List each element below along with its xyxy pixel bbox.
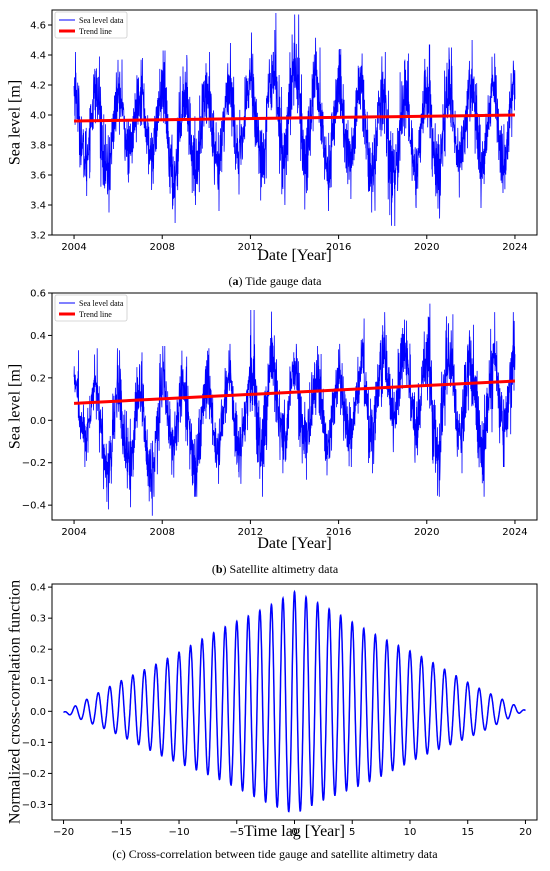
series-sea-level-data	[73, 303, 516, 516]
panel-caption: (b) Satellite altimetry data	[212, 562, 339, 576]
y-tick-label: −0.3	[22, 800, 46, 811]
x-tick-label: 2016	[326, 242, 351, 253]
y-tick-label: −0.1	[22, 738, 46, 749]
y-tick-label: 4.4	[30, 51, 46, 62]
x-tick-label: 10	[404, 827, 417, 838]
panel-caption: (c) Cross-correlation between tide gauge…	[112, 847, 438, 861]
y-tick-label: 0.0	[30, 416, 46, 427]
x-tick-label: 2012	[238, 242, 263, 253]
caption-letter-bold: a	[233, 274, 239, 288]
legend-label: Trend line	[79, 27, 112, 36]
plot-area	[73, 303, 516, 516]
x-tick-label: 2020	[414, 242, 439, 253]
x-tick-label: 2024	[502, 527, 527, 538]
y-axis-label: Normalized cross-correlation function	[7, 580, 24, 824]
legend: Sea level data Trend line	[54, 294, 128, 322]
y-tick-label: 4.0	[30, 111, 46, 122]
x-tick-label: 2012	[238, 527, 263, 538]
panel-c: −20 −15 −10 −5 0 5 10 15 20 −0.3 −0.2 −0.1 0.0 0.1 0.2…	[7, 580, 538, 861]
y-tick-label: −0.2	[22, 458, 46, 469]
x-tick-label: 2008	[150, 242, 175, 253]
x-tick-label: 5	[349, 827, 355, 838]
y-tick-label: −0.2	[22, 769, 46, 780]
y-tick-label: 0.1	[30, 676, 46, 687]
y-tick-label: 0.4	[30, 583, 46, 594]
x-axis-label: Time lag [Year]	[244, 823, 345, 840]
x-tick-label: 2008	[150, 527, 175, 538]
x-tick-label: 2004	[61, 527, 86, 538]
panel-b: 2004 2008 2012 2016 2020 2024 −0.4 −0.2 0.0 0.2 0.…	[7, 289, 538, 576]
caption-text: ) Tide gauge data	[239, 274, 323, 288]
caption-letter-bold: b	[216, 562, 223, 576]
x-tick-label: −20	[53, 827, 74, 838]
series-trend-line	[73, 379, 516, 405]
x-tick-label: 2024	[502, 242, 527, 253]
y-tick-label: 0.3	[30, 614, 46, 625]
y-tick-label: 0.4	[30, 331, 46, 342]
x-tick-label: −10	[168, 827, 189, 838]
x-axis-label: Date [Year]	[257, 535, 331, 552]
legend-label: Sea level data	[79, 16, 124, 25]
plot-area	[63, 589, 526, 813]
y-tick-label: 0.2	[30, 645, 46, 656]
x-tick-label: 2004	[61, 242, 86, 253]
legend: Sea level data Trend line	[54, 11, 128, 39]
y-tick-label: 4.6	[30, 21, 46, 32]
series-cross-correlation	[63, 589, 526, 813]
x-tick-label: −5	[229, 827, 244, 838]
y-tick-label: 3.4	[30, 201, 46, 212]
legend-label: Sea level data	[79, 299, 124, 308]
legend-label: Trend line	[79, 310, 112, 319]
series-sea-level-data	[73, 12, 516, 227]
axes-frame	[51, 9, 538, 236]
y-tick-label: 0.0	[30, 707, 46, 718]
x-axis-label: Date [Year]	[257, 247, 331, 264]
panel-caption: (a) Tide gauge data	[229, 274, 323, 288]
y-tick-label: 3.6	[30, 171, 46, 182]
y-tick-label: 0.2	[30, 373, 46, 384]
caption-text: ) Satellite altimetry data	[223, 562, 339, 576]
x-tick-label: 20	[519, 827, 532, 838]
y-tick-label: 3.8	[30, 141, 46, 152]
x-tick-label: 2020	[414, 527, 439, 538]
y-tick-label: 3.2	[30, 231, 46, 242]
axes-frame	[51, 292, 538, 521]
y-tick-label: 0.6	[30, 289, 46, 300]
y-axis-label: Sea level [m]	[7, 364, 24, 449]
y-tick-label: 4.2	[30, 81, 46, 92]
axes-frame	[51, 583, 538, 821]
x-tick-label: 2016	[326, 527, 351, 538]
panel-a: 2004 2008 2012 2016 2020 2024 3.2 3.4 3.6 3.8 4.0 4…	[7, 9, 538, 288]
plot-area	[73, 12, 516, 227]
caption-letter: (	[212, 562, 216, 576]
x-tick-label: −15	[111, 827, 132, 838]
series-trend-line	[74, 113, 515, 123]
x-tick-label: 15	[461, 827, 474, 838]
x-tick-label: 0	[291, 827, 297, 838]
y-axis-label: Sea level [m]	[7, 80, 24, 165]
y-tick-label: −0.4	[22, 501, 46, 512]
caption-letter: (	[229, 274, 233, 288]
